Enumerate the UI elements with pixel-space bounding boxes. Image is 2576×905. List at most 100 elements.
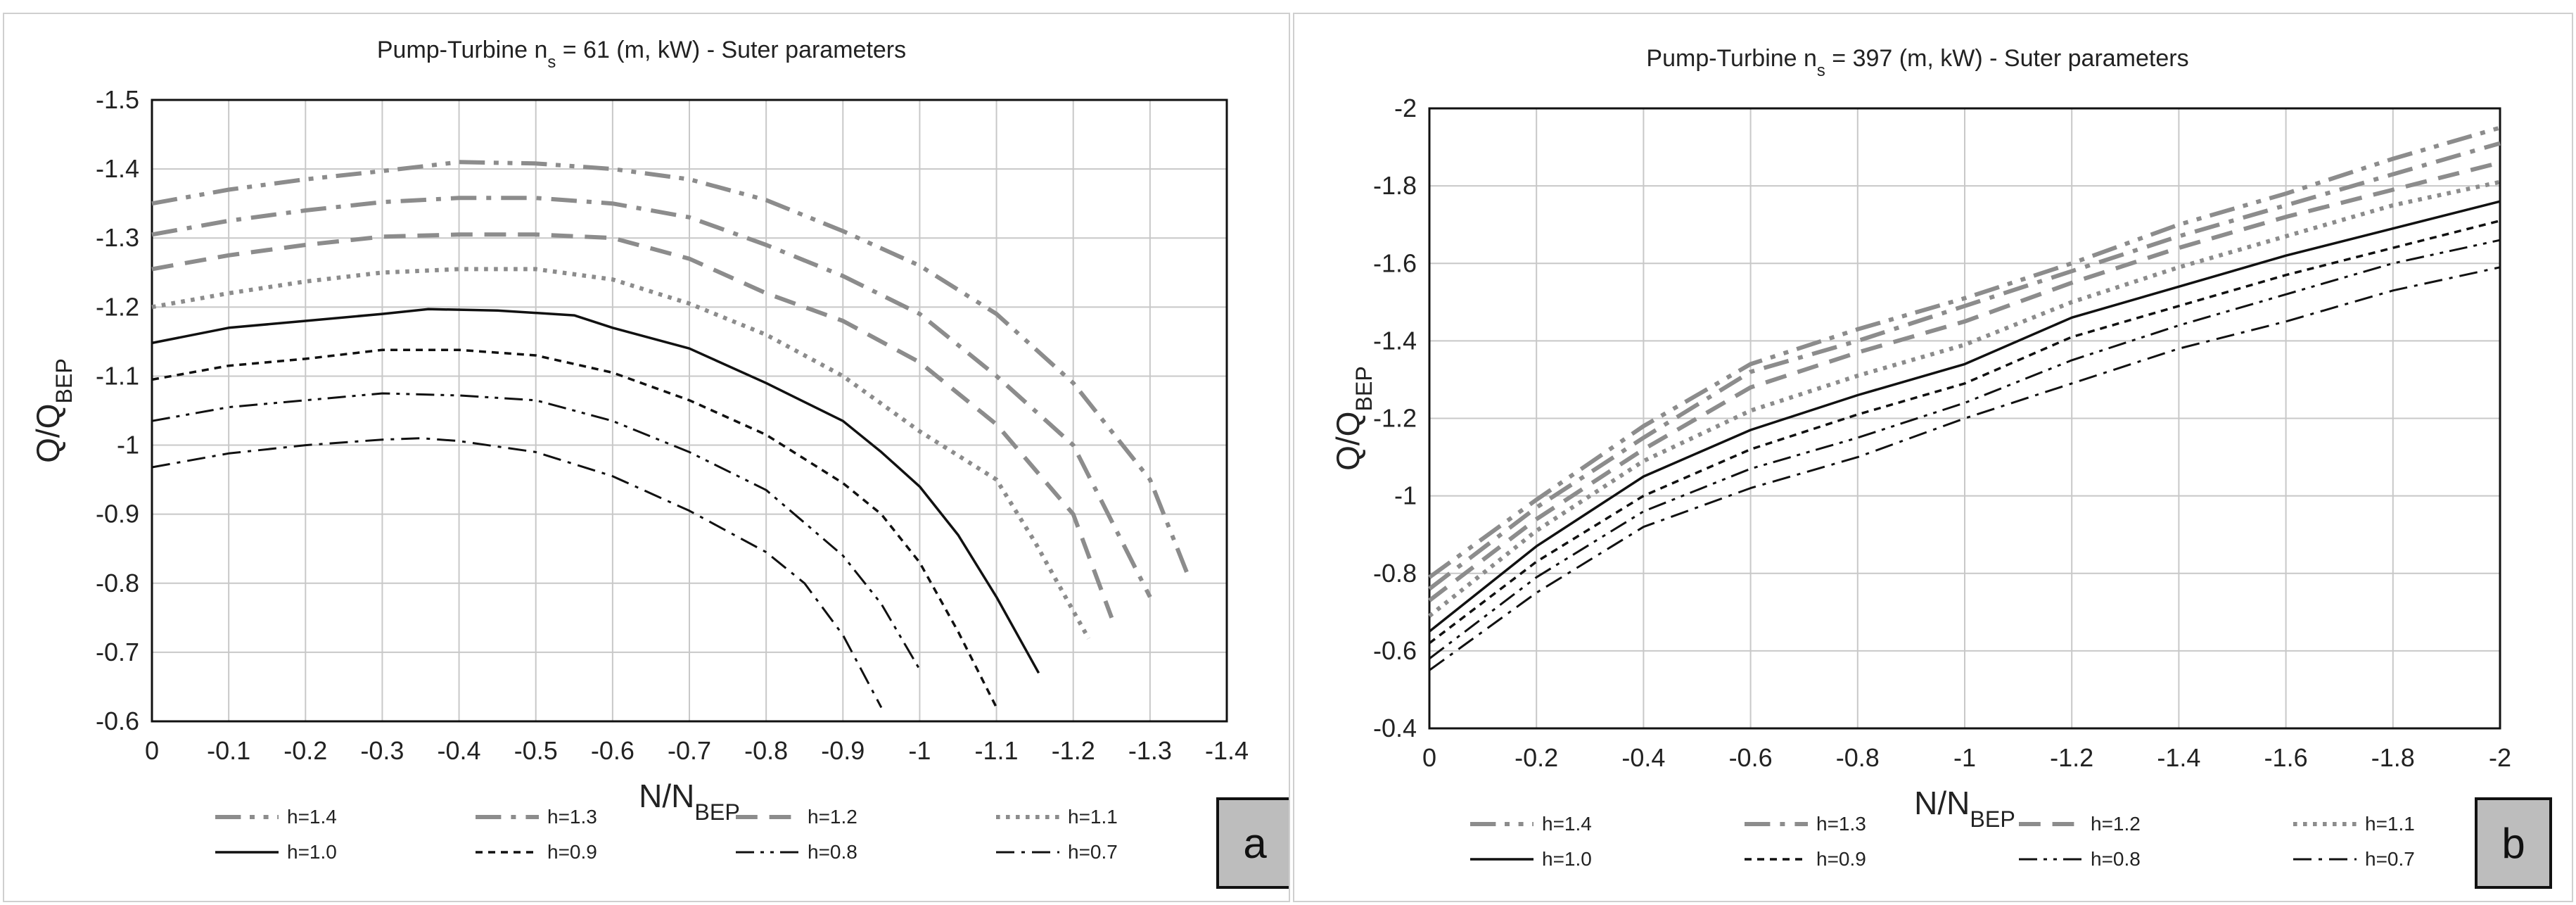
- chart-title-suffix: = 61 (m, kW) - Suter parameters: [556, 37, 906, 63]
- panel-label-box: [2475, 797, 2552, 889]
- x-axis-label-main: N/N: [639, 778, 694, 814]
- panel-label: b: [2501, 820, 2525, 867]
- x-tick-label: -0.2: [1515, 743, 1558, 772]
- series-line-h-1_4: [1428, 125, 2501, 579]
- y-axis-label-sub: BEP: [51, 358, 77, 403]
- y-tick-label: -0.8: [1373, 559, 1417, 588]
- legend-entry-label: h=0.8: [2091, 848, 2141, 870]
- x-axis-label-main: N/N: [1914, 785, 1970, 821]
- plot-area-frame: [1428, 107, 2501, 730]
- y-axis-label-sub: BEP: [1351, 366, 1377, 411]
- chart-b-svg: Pump-Turbine ns = 397 (m, kW) - Suter pa…: [1330, 45, 2552, 889]
- y-tick-label: -1.6: [1373, 248, 1417, 277]
- x-tick-label: 0: [1422, 743, 1436, 772]
- x-axis-label-sub: BEP: [694, 799, 739, 825]
- legend-entry-label: h=1.4: [287, 806, 337, 828]
- legend-entry-label: h=0.8: [808, 841, 857, 863]
- series-line-h-1_2: [1428, 160, 2501, 602]
- y-tick-label: -1.4: [96, 154, 139, 183]
- chart-title-prefix: Pump-Turbine n: [1646, 45, 1817, 72]
- x-tick-label: -0.6: [1729, 743, 1773, 772]
- x-tick-label: -2: [2489, 743, 2511, 772]
- y-axis-label-main: Q/Q: [30, 404, 66, 463]
- legend-entry-label: h=0.7: [2365, 848, 2415, 870]
- x-tick-label: -0.3: [360, 736, 404, 765]
- y-tick-label: -1.5: [96, 85, 139, 114]
- chart-title-prefix: Pump-Turbine n: [377, 37, 548, 63]
- y-tick-label: -1: [1394, 481, 1417, 510]
- series-line-h-1_0: [1428, 200, 2501, 633]
- y-tick-label: -0.6: [1373, 636, 1417, 665]
- series-line-h-1_1: [151, 267, 1091, 640]
- legend-entry-label: h=1.2: [2091, 813, 2141, 835]
- legend-entry-label: h=1.1: [1068, 806, 1118, 828]
- chart-title: Pump-Turbine ns = 397 (m, kW) - Suter pa…: [1646, 45, 2188, 80]
- legend-entry-label: h=1.0: [287, 841, 337, 863]
- y-tick-label: -0.6: [96, 707, 139, 735]
- x-tick-label: -1.3: [1128, 736, 1172, 765]
- chart-a-svg: Pump-Turbine ns = 61 (m, kW) - Suter par…: [30, 37, 1289, 889]
- y-tick-label: -0.8: [96, 569, 139, 597]
- x-tick-label: -1.4: [2157, 743, 2200, 772]
- legend-entry-label: h=0.9: [547, 841, 597, 863]
- x-tick-label: -0.8: [1836, 743, 1880, 772]
- x-tick-label: -0.8: [744, 736, 788, 765]
- legend-entry-label: h=1.0: [1542, 848, 1592, 870]
- x-tick-label: -1.6: [2264, 743, 2308, 772]
- legend-entry-label: h=1.1: [2365, 813, 2415, 835]
- y-tick-label: -1.1: [96, 361, 139, 390]
- series-line-h-1_4: [151, 160, 1191, 578]
- x-tick-label: -0.5: [514, 736, 558, 765]
- chart-title-suffix: = 397 (m, kW) - Suter parameters: [1825, 45, 2189, 72]
- series-line-h-0_7: [1429, 266, 2501, 671]
- x-tick-label: -1.4: [1205, 736, 1249, 765]
- legend-entry-label: h=1.4: [1542, 813, 1592, 835]
- y-tick-label: -0.7: [96, 638, 139, 666]
- x-tick-label: -0.9: [821, 736, 865, 765]
- y-tick-label: -1: [117, 431, 139, 460]
- series-line-h-0_8: [1429, 239, 2501, 660]
- chart-panel-a: Pump-Turbine ns = 61 (m, kW) - Suter par…: [3, 13, 1290, 902]
- y-tick-label: -0.9: [96, 500, 139, 529]
- x-tick-label: -0.4: [438, 736, 481, 765]
- series-line-h-1_2: [151, 232, 1114, 619]
- chart-title-sub: s: [547, 53, 556, 72]
- series-line-h-0_9: [151, 348, 998, 709]
- x-axis-label: N/NBEP: [639, 778, 740, 825]
- series-line-h-0_8: [151, 392, 921, 671]
- x-tick-label: -0.4: [1621, 743, 1665, 772]
- x-tick-label: -0.6: [591, 736, 635, 765]
- plot-area-frame: [151, 99, 1228, 723]
- panel-label-box: [1216, 797, 1289, 889]
- y-tick-label: -1.8: [1373, 171, 1417, 200]
- series-line-h-0_9: [1428, 220, 2501, 645]
- legend-entry-label: h=0.7: [1068, 841, 1118, 863]
- series-line-h-0_7: [151, 437, 883, 709]
- y-tick-label: -2: [1394, 94, 1417, 122]
- x-tick-label: -1.2: [1052, 736, 1095, 765]
- legend-entry-label: h=1.3: [547, 806, 597, 828]
- x-tick-label: -0.1: [207, 736, 250, 765]
- series-line-h-1_3: [151, 196, 1152, 598]
- y-axis-label-main: Q/Q: [1330, 412, 1366, 471]
- x-tick-label: 0: [145, 736, 159, 765]
- y-tick-label: -1.2: [96, 292, 139, 321]
- x-tick-label: -1: [908, 736, 931, 765]
- y-tick-label: -0.4: [1373, 714, 1417, 742]
- chart-title-sub: s: [1817, 61, 1825, 80]
- y-tick-label: -1.4: [1373, 326, 1417, 355]
- series-line-h-1_0: [151, 308, 1040, 674]
- chart-title: Pump-Turbine ns = 61 (m, kW) - Suter par…: [377, 37, 906, 72]
- y-tick-label: -1.2: [1373, 404, 1417, 433]
- legend-entry-label: h=0.9: [1816, 848, 1866, 870]
- series-line-h-1_3: [1428, 141, 2501, 591]
- legend-entry-label: h=1.3: [1816, 813, 1866, 835]
- chart-panel-b: Pump-Turbine ns = 397 (m, kW) - Suter pa…: [1293, 13, 2573, 902]
- x-tick-label: -0.7: [668, 736, 711, 765]
- y-tick-label: -1.3: [96, 223, 139, 252]
- x-tick-label: -1.1: [975, 736, 1019, 765]
- x-tick-label: -1.8: [2371, 743, 2415, 772]
- x-tick-label: -1.2: [2050, 743, 2093, 772]
- x-axis-label-sub: BEP: [1970, 806, 2015, 832]
- y-axis-label: Q/QBEP: [1330, 366, 1377, 471]
